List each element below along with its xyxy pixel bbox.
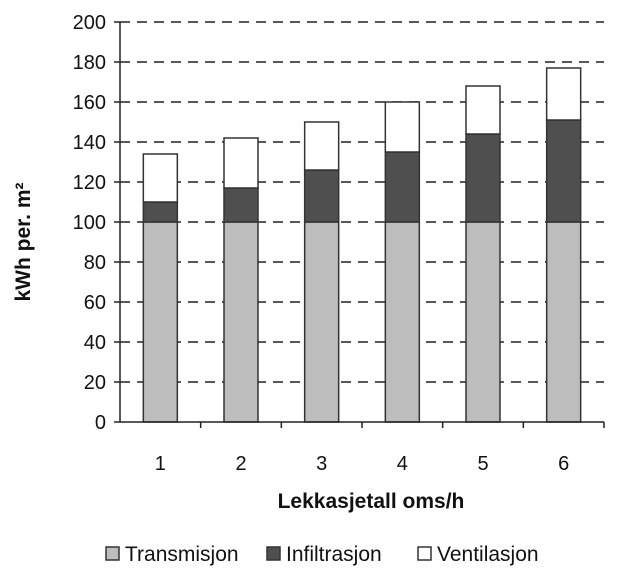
bar-ventilasjon-1 — [142, 153, 179, 203]
y-tick-label: 40 — [84, 332, 106, 354]
bar-ventilasjon-2 — [223, 137, 259, 189]
y-tick-label: 180 — [73, 52, 106, 74]
bar-transmisjon-6 — [545, 221, 582, 423]
bar-infiltrasjon-5 — [465, 133, 501, 223]
bar-transmisjon-1 — [142, 221, 179, 423]
legend-swatch-ventilasjon — [417, 546, 432, 561]
bar-infiltrasjon-1 — [142, 201, 179, 223]
y-tick-labels: 0 20 40 60 80 100 120 140 160 180 200 — [73, 12, 106, 434]
x-tick-label: 3 — [316, 453, 327, 475]
x-tick-label: 4 — [397, 453, 408, 475]
bar-transmisjon-4 — [384, 221, 421, 423]
y-tick-label: 60 — [84, 292, 106, 314]
bar-transmisjon-3 — [303, 221, 340, 423]
y-tick-label: 120 — [73, 172, 106, 194]
x-tick-label: 5 — [477, 453, 488, 475]
grid-lines — [120, 21, 604, 383]
x-tick-label: 6 — [558, 453, 569, 475]
y-tick-label: 20 — [84, 372, 106, 394]
bar-transmisjon-5 — [465, 221, 501, 423]
legend-swatch-transmisjon — [105, 546, 120, 561]
y-tick-label: 160 — [73, 92, 106, 114]
legend-label-ventilasjon: Ventilasjon — [437, 543, 539, 566]
bar-infiltrasjon-3 — [303, 169, 340, 223]
x-tick-label: 1 — [155, 453, 166, 475]
y-tick-label: 200 — [73, 12, 106, 34]
y-tick-label: 100 — [73, 212, 106, 234]
x-tick-label: 2 — [235, 453, 246, 475]
bar-infiltrasjon-4 — [384, 151, 421, 223]
axes — [114, 21, 605, 428]
legend-label-transmisjon: Transmisjon — [125, 543, 239, 566]
bar-ventilasjon-4 — [384, 101, 421, 153]
x-axis-title: Lekkasjetall oms/h — [278, 490, 465, 513]
legend: Transmisjon Infiltrasjon Ventilasjon — [105, 543, 539, 566]
x-tick-labels: 1 2 3 4 5 6 — [155, 453, 569, 475]
y-tick-label: 0 — [95, 412, 106, 434]
legend-swatch-infiltrasjon — [266, 546, 281, 561]
bar-transmisjon-2 — [223, 221, 259, 423]
bar-ventilasjon-3 — [303, 121, 340, 171]
bar-infiltrasjon-6 — [545, 119, 582, 223]
bar-ventilasjon-6 — [545, 67, 582, 121]
legend-label-infiltrasjon: Infiltrasjon — [286, 543, 382, 566]
y-tick-label: 140 — [73, 132, 106, 154]
y-tick-label: 80 — [84, 252, 106, 274]
bar-ventilasjon-5 — [465, 85, 501, 135]
y-axis-title: kWh per. m² — [12, 182, 35, 301]
bars — [142, 67, 582, 423]
bar-infiltrasjon-2 — [223, 187, 259, 223]
